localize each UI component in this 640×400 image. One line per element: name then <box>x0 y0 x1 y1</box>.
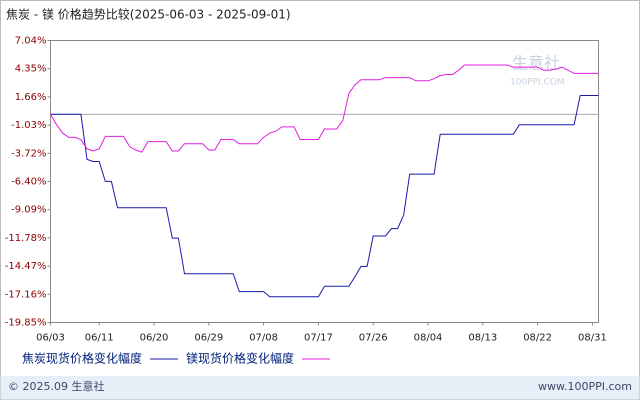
series-line <box>50 95 599 298</box>
y-tick-label: -14.47% <box>5 261 47 272</box>
y-tick-label: -19.85% <box>5 318 47 329</box>
y-tick-label: -17.16% <box>5 289 47 300</box>
x-tick-label: 08/04 <box>414 333 443 344</box>
x-tick-label: 06/03 <box>36 333 65 344</box>
x-tick-label: 06/11 <box>85 333 114 344</box>
footer-bar <box>0 376 640 400</box>
legend-label: 镁现货价格变化幅度 <box>186 351 294 366</box>
y-tick-label: 7.04% <box>15 36 47 47</box>
watermark: 生意社 <box>512 54 560 73</box>
x-tick-label: 06/20 <box>140 333 169 344</box>
series-line <box>50 64 599 153</box>
y-tick-label: 4.35% <box>15 64 47 75</box>
watermark: 100PPI.COM <box>510 78 565 88</box>
y-tick-label: -9.09% <box>11 205 46 216</box>
y-tick-label: -1.03% <box>11 120 46 131</box>
x-tick-label: 07/08 <box>249 333 278 344</box>
footer-left: © 2025.09 生意社 <box>8 379 104 393</box>
legend-label: 焦炭现货价格变化幅度 <box>22 351 142 366</box>
x-tick-label: 07/26 <box>359 333 388 344</box>
y-tick-label: -11.78% <box>5 233 47 244</box>
y-tick-label: -3.72% <box>11 148 46 159</box>
chart-title: 焦炭 - 镁 价格趋势比较(2025-06-03 - 2025-09-01) <box>6 7 291 22</box>
x-tick-label: 06/29 <box>194 333 223 344</box>
x-tick-label: 08/31 <box>578 333 607 344</box>
x-tick-label: 07/17 <box>304 333 333 344</box>
x-tick-label: 08/13 <box>468 333 497 344</box>
footer-right: www.100PPI.com <box>538 380 632 393</box>
plot-area <box>50 40 599 323</box>
x-tick-label: 08/22 <box>523 333 552 344</box>
y-tick-label: -6.40% <box>11 176 46 187</box>
y-tick-label: 1.66% <box>15 92 47 103</box>
